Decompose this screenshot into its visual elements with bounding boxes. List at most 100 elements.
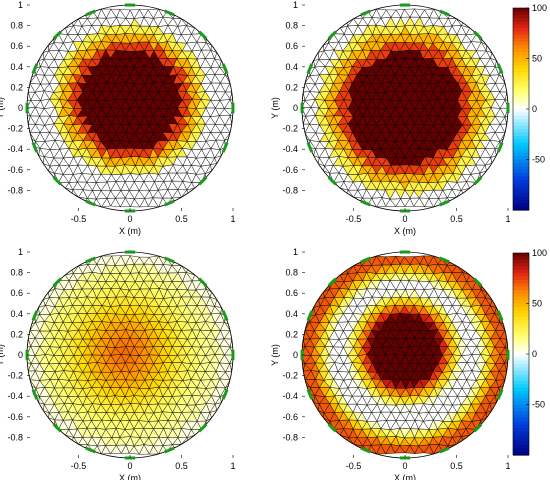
electrode [306,63,314,74]
electrode [164,256,175,264]
colorbar-segment [513,387,529,392]
y-tick-label: -0.6 [282,412,298,422]
colorbar-segment [513,152,529,157]
colorbar-segment [513,61,529,66]
mesh-element [404,256,415,265]
colorbar-segment [513,367,529,372]
electrode [221,310,229,321]
electrode [360,199,371,207]
electrode [439,446,450,454]
x-tick-label: 0 [127,461,132,471]
mesh-2 [301,8,509,208]
y-tick-label: 0.6 [10,41,23,51]
electrode [221,142,229,153]
x-tick-label: 0.5 [175,214,188,224]
colorbar-segment [513,404,529,409]
colorbar-segment [513,448,529,453]
colorbar-segment [513,330,529,335]
mesh-element [120,255,131,266]
colorbar-tick-label: 0 [532,349,537,359]
x-tick-label: 0 [402,461,407,471]
x-tick-label: -0.5 [346,214,362,224]
y-tick-label: 0.4 [10,309,23,319]
y-tick-label: -0.4 [282,144,298,154]
colorbar-segment [513,88,529,93]
y-tick-label: 0 [18,350,23,360]
colorbar-segment [513,48,529,53]
colorbar-segment [513,424,529,429]
mesh-element [110,8,121,18]
y-tick-label: 0.4 [285,62,298,72]
mesh-1 [26,8,234,208]
y-tick-label: 0 [293,350,298,360]
mesh-element [424,8,434,19]
electrode [164,446,175,454]
colorbar-tick-label: -50 [532,155,545,165]
colorbar-segment [513,71,529,76]
colorbar-tick-label: 100 [532,3,547,13]
colorbar-segment [513,142,529,147]
colorbar-segment [513,34,529,39]
y-tick-label: 0.2 [10,329,23,339]
electrode [327,176,337,186]
electrode [473,30,483,40]
colorbar-segment [513,279,529,284]
electrode [52,423,62,433]
electrode [31,389,39,400]
electrode [439,9,450,17]
electrode [360,9,371,17]
x-tick-label: -0.5 [71,461,87,471]
colorbar-segment [513,256,529,261]
colorbar-segment [513,176,529,181]
y-tick-label: 1 [18,0,23,10]
y-tick-label: -0.2 [7,371,23,381]
colorbar-segment [513,102,529,107]
y-tick-label: -0.8 [282,432,298,442]
colorbar-segment [513,139,529,144]
x-tick-label: 0.5 [450,214,463,224]
colorbar-segment [513,58,529,63]
colorbar: 100 50 0 -50 [512,248,547,456]
colorbar-segment [513,283,529,288]
colorbar-segment [513,129,529,134]
eit-panel-4: 1 0.8 0.6 0.4 0.2 0 -0.2 -0.4 -0.6 -0.8 -0.5 0 0.5 1 X… [270,247,547,480]
colorbar-segment [513,340,529,345]
colorbar-segment [513,31,529,36]
mesh-element [404,8,415,18]
colorbar-segment [513,259,529,264]
colorbar-segment [513,55,529,60]
electrode [439,256,450,264]
colorbar-segment [513,189,529,194]
colorbar-segment [513,347,529,352]
mesh-element [129,255,140,265]
colorbar-segment [513,290,529,294]
colorbar-segment [513,28,529,33]
x-tick-label: 1 [505,214,510,224]
colorbar-segment [513,273,529,278]
colorbar-segment [513,374,529,379]
electrode [306,310,314,321]
electrode [31,63,39,74]
y-axis-label: Y (m) [270,97,280,119]
y-tick-label: -0.2 [7,124,23,134]
colorbar-segment [513,357,529,362]
y-tick-label: -0.8 [7,185,23,195]
mesh-element [423,255,434,266]
electrode [473,277,483,287]
colorbar-segment [513,169,529,174]
mesh-element [119,9,131,19]
colorbar-segment [513,434,529,439]
colorbar-segment [513,276,529,281]
colorbar-segment [513,401,529,406]
colorbar-segment [513,21,529,26]
y-tick-label: 0 [18,103,23,113]
colorbar-segment [513,266,529,271]
colorbar-segment [513,364,529,369]
colorbar-segment [513,327,529,332]
electrode [52,277,62,287]
colorbar-tick-label: 50 [532,54,542,64]
colorbar-segment [513,179,529,184]
colorbar-segment [513,431,529,436]
y-axis-label: Y (m) [0,344,5,366]
colorbar-segment [513,45,529,49]
